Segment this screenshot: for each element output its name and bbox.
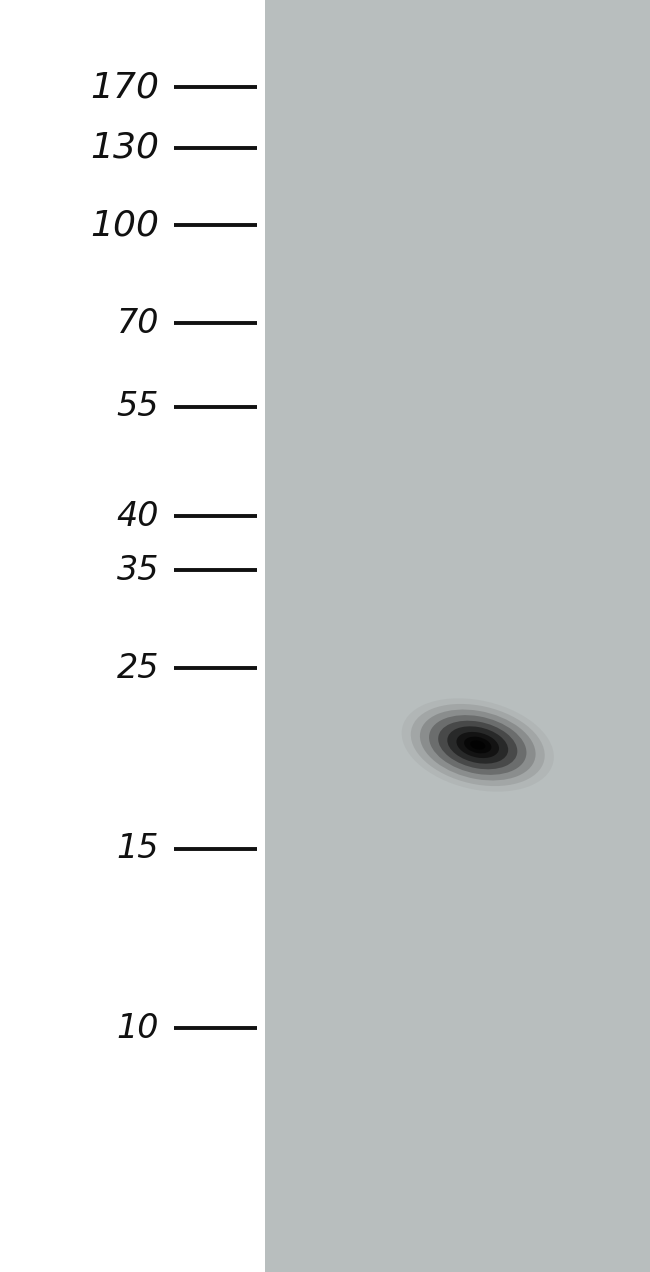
Bar bbox=[0, 0, 265, 1272]
Text: 170: 170 bbox=[90, 70, 159, 104]
Ellipse shape bbox=[464, 736, 491, 753]
Bar bbox=[265, 0, 650, 1272]
Ellipse shape bbox=[420, 710, 536, 781]
Ellipse shape bbox=[438, 721, 517, 770]
Text: 40: 40 bbox=[117, 500, 159, 533]
Text: 25: 25 bbox=[117, 651, 159, 684]
Ellipse shape bbox=[456, 731, 499, 758]
Ellipse shape bbox=[447, 726, 508, 763]
Text: 100: 100 bbox=[90, 209, 159, 242]
Ellipse shape bbox=[429, 715, 526, 775]
Text: 70: 70 bbox=[117, 307, 159, 340]
Ellipse shape bbox=[411, 703, 545, 786]
Text: 55: 55 bbox=[117, 391, 159, 424]
Ellipse shape bbox=[470, 740, 486, 749]
Ellipse shape bbox=[402, 698, 554, 791]
Text: 15: 15 bbox=[117, 832, 159, 865]
Text: 10: 10 bbox=[117, 1011, 159, 1044]
Text: 35: 35 bbox=[117, 553, 159, 586]
Text: 130: 130 bbox=[90, 131, 159, 165]
